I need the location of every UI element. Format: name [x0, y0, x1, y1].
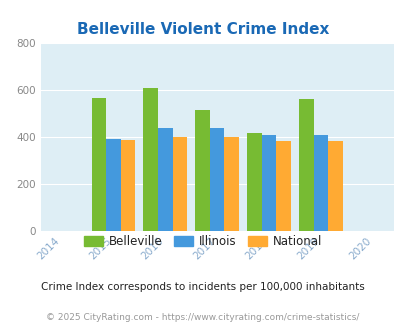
- Bar: [120, 141, 135, 231]
- Bar: [313, 135, 328, 231]
- Bar: [328, 141, 342, 231]
- Bar: [172, 137, 187, 231]
- Bar: [143, 87, 158, 231]
- Bar: [106, 139, 120, 231]
- Bar: [209, 128, 224, 231]
- Bar: [247, 133, 261, 231]
- Text: Belleville Violent Crime Index: Belleville Violent Crime Index: [77, 22, 328, 37]
- Bar: [261, 135, 276, 231]
- Bar: [298, 99, 313, 231]
- Bar: [276, 141, 290, 231]
- Text: © 2025 CityRating.com - https://www.cityrating.com/crime-statistics/: © 2025 CityRating.com - https://www.city…: [46, 313, 359, 322]
- Bar: [195, 110, 209, 231]
- Bar: [91, 98, 106, 231]
- Bar: [224, 137, 239, 231]
- Legend: Belleville, Illinois, National: Belleville, Illinois, National: [79, 231, 326, 253]
- Bar: [158, 128, 172, 231]
- Text: Crime Index corresponds to incidents per 100,000 inhabitants: Crime Index corresponds to incidents per…: [41, 282, 364, 292]
